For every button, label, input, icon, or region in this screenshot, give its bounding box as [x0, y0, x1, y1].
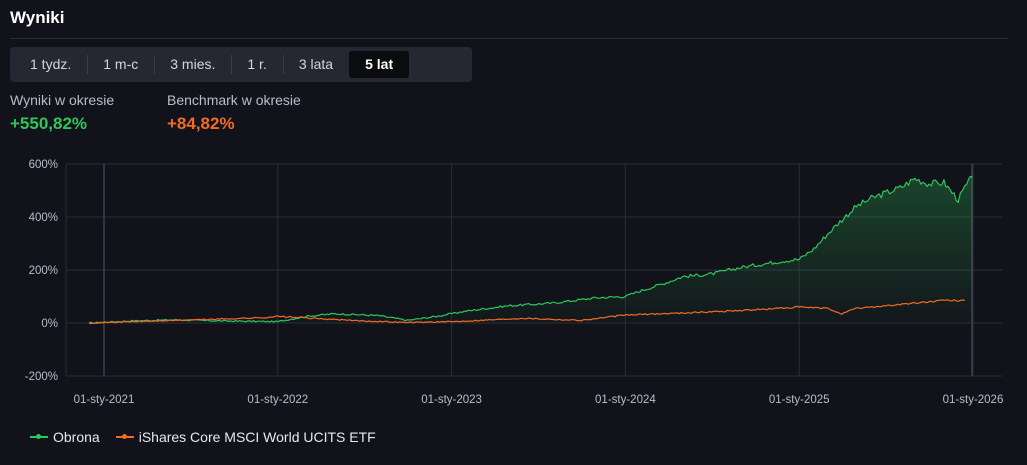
legend-label-portfolio: Obrona — [53, 429, 100, 445]
legend-swatch-benchmark — [115, 432, 134, 442]
tab-1-year[interactable]: 1 r. — [231, 51, 285, 78]
legend-item-portfolio[interactable]: Obrona — [30, 429, 100, 445]
x-tick-label: 01-sty-2026 — [943, 394, 1004, 406]
series-line-portfolio — [89, 175, 973, 324]
y-tick-label: 0% — [41, 318, 58, 330]
series-area-portfolio — [89, 176, 973, 324]
benchmark-stat-value: +84,82% — [167, 114, 235, 133]
legend-swatch-portfolio — [30, 432, 48, 442]
tab-1-month[interactable]: 1 m-c — [87, 51, 156, 78]
header-divider — [10, 38, 1008, 39]
x-tick-label: 01-sty-2023 — [421, 394, 482, 406]
tab-3-years[interactable]: 3 lata — [298, 56, 334, 72]
tab-5-years[interactable]: 5 lat — [349, 51, 410, 78]
y-tick-label: 600% — [29, 159, 58, 171]
y-tick-label: -200% — [25, 371, 58, 383]
y-tick-label: 200% — [29, 265, 58, 277]
page-title: Wyniki — [10, 8, 65, 27]
series-line-benchmark — [89, 299, 965, 325]
x-tick-label: 01-sty-2022 — [247, 394, 308, 406]
benchmark-stat-label: Benchmark w okresie — [167, 92, 301, 108]
portfolio-stat-value: +550,82% — [10, 114, 88, 133]
legend-label-benchmark: iShares Core MSCI World UCITS ETF — [138, 429, 376, 445]
period-tabs: 1 tydz. 1 m-c 3 mies. 1 r. 3 lata 5 lat — [10, 47, 472, 82]
x-tick-label: 01-sty-2024 — [595, 394, 656, 406]
tab-3-months[interactable]: 3 mies. — [154, 51, 233, 78]
legend-item-benchmark[interactable]: iShares Core MSCI World UCITS ETF — [115, 429, 376, 445]
portfolio-stat-label: Wyniki w okresie — [10, 92, 115, 108]
y-tick-label: 400% — [29, 212, 58, 224]
x-tick-label: 01-sty-2025 — [769, 394, 830, 406]
chart-legend: Obrona iShares Core MSCI World UCITS ETF — [30, 429, 392, 445]
performance-chart: 600% 400% 200% 0% -200% 01-sty-2021 01-sty-202… — [25, 159, 1004, 406]
x-tick-label: 01-sty-2021 — [74, 394, 135, 406]
tab-1-week[interactable]: 1 tydz. — [14, 51, 89, 78]
